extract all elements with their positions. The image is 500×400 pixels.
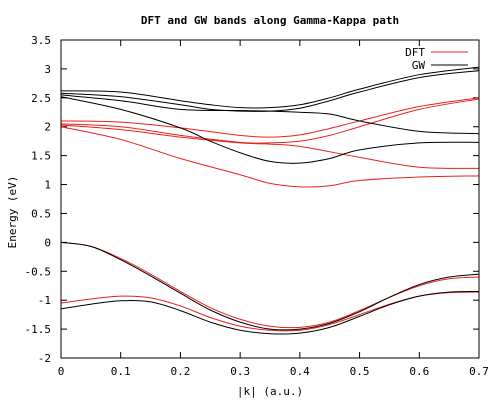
dft-band-2 [61, 99, 479, 143]
y-tick-label: 2 [44, 121, 51, 134]
x-tick-label: 0.3 [230, 365, 250, 378]
chart-title: DFT and GW bands along Gamma-Kappa path [141, 14, 399, 27]
x-tick-label: 0.5 [350, 365, 370, 378]
y-axis-label: Energy (eV) [6, 176, 19, 249]
y-tick-label: 0 [44, 236, 51, 249]
dft-band-4 [61, 127, 479, 187]
y-tick-label: -0.5 [25, 265, 52, 278]
gw-band-5 [61, 242, 479, 330]
y-tick-label: -2 [38, 352, 51, 365]
x-tick-label: 0.2 [170, 365, 190, 378]
y-tick-label: 1 [44, 179, 51, 192]
y-tick-label: 3.5 [31, 34, 51, 47]
y-tick-label: 3 [44, 63, 51, 76]
gw-band-2 [61, 71, 479, 112]
y-tick-label: 0.5 [31, 207, 51, 220]
y-tick-label: 1.5 [31, 150, 51, 163]
x-tick-label: 0.1 [111, 365, 131, 378]
y-tick-label: 2.5 [31, 92, 51, 105]
x-axis-label: |k| (a.u.) [237, 385, 303, 398]
gw-band-3 [61, 95, 479, 134]
x-tick-label: 0.6 [409, 365, 429, 378]
legend-label-dft: DFT [405, 46, 425, 59]
gw-band-6 [61, 292, 479, 335]
x-tick-label: 0 [58, 365, 65, 378]
x-tick-label: 0.4 [290, 365, 310, 378]
dft-band-5 [61, 242, 479, 327]
x-tick-label: 0.7 [469, 365, 489, 378]
legend-label-gw: GW [412, 59, 426, 72]
y-tick-label: -1 [38, 294, 51, 307]
plot-frame [61, 40, 479, 358]
dft-band-6 [61, 292, 479, 331]
y-tick-label: -1.5 [25, 323, 52, 336]
gw-band-1 [61, 67, 479, 108]
